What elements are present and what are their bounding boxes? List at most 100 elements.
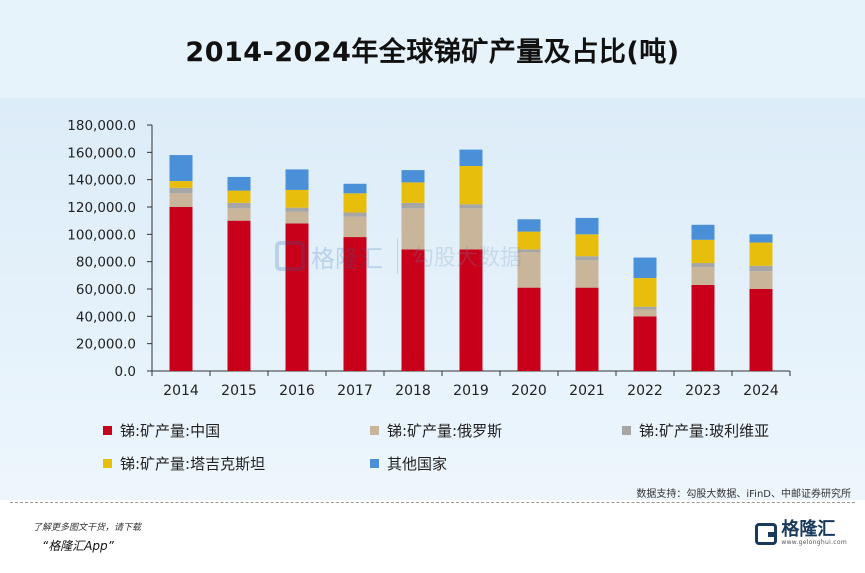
bar-segment-其他国家-2018 bbox=[401, 170, 425, 183]
legend-swatch bbox=[103, 426, 112, 435]
legend-item-others: 其他国家 bbox=[370, 453, 447, 474]
bar-segment-其他国家-2015 bbox=[227, 176, 251, 191]
footer-app-name: “格隆汇App” bbox=[42, 539, 114, 553]
bar-segment-其他国家-2019 bbox=[459, 149, 483, 166]
bar-segment-塔吉克斯坦-2022 bbox=[633, 278, 657, 307]
bar-segment-塔吉克斯坦-2023 bbox=[691, 239, 715, 264]
x-tick-label: 2021 bbox=[569, 383, 605, 399]
y-tick-label: 20,000.0 bbox=[76, 337, 136, 353]
bar-segment-塔吉克斯坦-2014 bbox=[169, 181, 193, 188]
x-tick-label: 2016 bbox=[279, 383, 315, 399]
bar-segment-中国-2018 bbox=[401, 249, 425, 371]
bar-segment-玻利维亚-2014 bbox=[169, 187, 193, 194]
bar-segment-玻利维亚-2021 bbox=[575, 256, 599, 261]
x-tick-label: 2017 bbox=[337, 383, 373, 399]
chart-title: 2014-2024年全球锑矿产量及占比(吨) bbox=[185, 37, 680, 68]
legend-item-bolivia: 锑:矿产量:玻利维亚 bbox=[622, 420, 769, 441]
x-tick-label: 2019 bbox=[453, 383, 489, 399]
x-tick-label: 2022 bbox=[627, 383, 663, 399]
bar-segment-玻利维亚-2023 bbox=[691, 263, 715, 268]
bar-segment-玻利维亚-2019 bbox=[459, 204, 483, 209]
bar-segment-中国-2019 bbox=[459, 249, 483, 371]
logo-text: 格隆汇 bbox=[781, 519, 836, 540]
y-tick-label: 60,000.0 bbox=[76, 282, 136, 298]
bar-segment-俄罗斯-2014 bbox=[169, 193, 193, 207]
bar-segment-塔吉克斯坦-2024 bbox=[749, 242, 773, 266]
bar-segment-俄罗斯-2024 bbox=[749, 271, 773, 289]
bar-segment-俄罗斯-2023 bbox=[691, 267, 715, 285]
y-tick-label: 40,000.0 bbox=[76, 309, 136, 325]
x-tick-label: 2018 bbox=[395, 383, 431, 399]
bar-segment-塔吉克斯坦-2015 bbox=[227, 190, 251, 203]
y-tick-label: 180,000.0 bbox=[67, 118, 136, 134]
legend-swatch bbox=[103, 459, 112, 468]
footer-logo: 格隆汇 www.gelonghui.com bbox=[755, 521, 847, 546]
bar-segment-玻利维亚-2015 bbox=[227, 202, 251, 209]
data-source: 数据支持：勾股大数据、iFinD、中邮证券研究所 bbox=[636, 489, 851, 500]
legend-label: 其他国家 bbox=[387, 455, 448, 473]
bar-segment-其他国家-2016 bbox=[285, 169, 309, 190]
logo-url: www.gelonghui.com bbox=[781, 539, 847, 546]
bar-segment-其他国家-2017 bbox=[343, 183, 367, 194]
x-tick-label: 2024 bbox=[743, 383, 779, 399]
bar-segment-中国-2015 bbox=[227, 220, 251, 371]
bar-segment-玻利维亚-2017 bbox=[343, 212, 367, 217]
bar-segment-塔吉克斯坦-2017 bbox=[343, 193, 367, 213]
bar-segment-其他国家-2014 bbox=[169, 155, 193, 182]
bar-segment-其他国家-2022 bbox=[633, 257, 657, 279]
bar-segment-俄罗斯-2018 bbox=[401, 208, 425, 250]
x-tick-label: 2015 bbox=[221, 383, 257, 399]
bar-segment-俄罗斯-2015 bbox=[227, 208, 251, 221]
bar-segment-玻利维亚-2022 bbox=[633, 306, 657, 310]
bar-segment-俄罗斯-2016 bbox=[285, 211, 309, 224]
bar-segment-俄罗斯-2019 bbox=[459, 208, 483, 250]
legend-label: 锑:矿产量:玻利维亚 bbox=[639, 422, 770, 440]
bar-segment-其他国家-2023 bbox=[691, 224, 715, 240]
legend-label: 锑:矿产量:塔吉克斯坦 bbox=[120, 455, 266, 473]
stacked-bar-chart: 0.0 20,000.0 40,000.0 60,000.0 80,000.0 100,0… bbox=[67, 118, 791, 399]
bar-segment-玻利维亚-2018 bbox=[401, 202, 425, 209]
bar-segment-玻利维亚-2024 bbox=[749, 265, 773, 272]
y-tick-label: 0.0 bbox=[115, 364, 136, 380]
bar-segment-中国-2016 bbox=[285, 223, 309, 371]
legend-item-tajikistan: 锑:矿产量:塔吉克斯坦 bbox=[103, 453, 265, 474]
legend-swatch bbox=[370, 426, 379, 435]
legend-label: 锑:矿产量:俄罗斯 bbox=[387, 422, 503, 440]
footer-divider bbox=[10, 502, 855, 503]
bar-segment-塔吉克斯坦-2021 bbox=[575, 234, 599, 257]
bar-segment-塔吉克斯坦-2018 bbox=[401, 182, 425, 203]
y-tick-label: 100,000.0 bbox=[67, 227, 136, 243]
bar-segment-俄罗斯-2021 bbox=[575, 260, 599, 288]
chart-panel bbox=[0, 98, 865, 500]
brand-logo-icon bbox=[755, 522, 778, 545]
legend-swatch bbox=[622, 426, 631, 435]
bar-segment-玻利维亚-2016 bbox=[285, 207, 309, 212]
bar-segment-中国-2014 bbox=[169, 207, 193, 371]
bar-segment-俄罗斯-2017 bbox=[343, 216, 367, 238]
bar-segment-其他国家-2024 bbox=[749, 234, 773, 243]
y-tick-label: 140,000.0 bbox=[67, 173, 136, 189]
bar-segment-中国-2023 bbox=[691, 284, 715, 371]
bar-segment-中国-2022 bbox=[633, 316, 657, 371]
x-tick-label: 2020 bbox=[511, 383, 547, 399]
y-tick-label: 120,000.0 bbox=[67, 200, 136, 216]
bar-segment-俄罗斯-2020 bbox=[517, 252, 541, 288]
bar-segment-其他国家-2020 bbox=[517, 219, 541, 232]
legend-item-russia: 锑:矿产量:俄罗斯 bbox=[370, 420, 502, 441]
bar-segment-中国-2020 bbox=[517, 287, 541, 371]
legend-label: 锑:矿产量:中国 bbox=[120, 422, 221, 440]
bar-segment-中国-2017 bbox=[343, 237, 367, 371]
bar-segment-塔吉克斯坦-2020 bbox=[517, 231, 541, 250]
legend-swatch bbox=[370, 459, 379, 468]
legend-item-china: 锑:矿产量:中国 bbox=[103, 420, 220, 441]
bar-segment-其他国家-2021 bbox=[575, 217, 599, 235]
footer-download-hint: 了解更多图文干货，请下载 bbox=[33, 523, 142, 533]
bar-segment-玻利维亚-2020 bbox=[517, 249, 541, 253]
title-bar bbox=[0, 0, 865, 98]
y-tick-label: 160,000.0 bbox=[67, 145, 136, 161]
x-tick-label: 2023 bbox=[685, 383, 721, 399]
bar-segment-俄罗斯-2022 bbox=[633, 309, 657, 317]
y-tick-label: 80,000.0 bbox=[76, 255, 136, 271]
bar-segment-塔吉克斯坦-2016 bbox=[285, 189, 309, 208]
bar-segment-中国-2021 bbox=[575, 287, 599, 371]
